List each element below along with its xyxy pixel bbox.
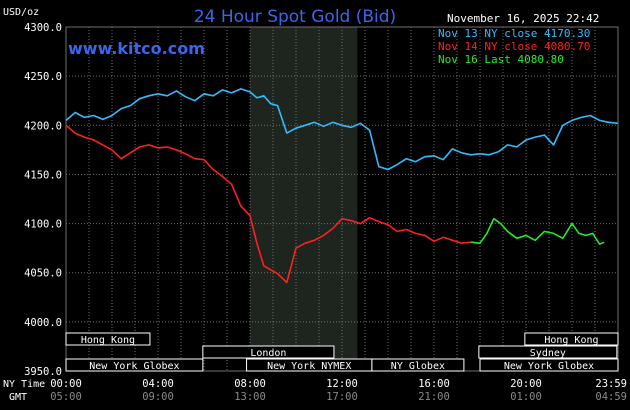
x-tick-label-gmt: 17:00 bbox=[326, 391, 358, 403]
x-tick-label-ny: 20:00 bbox=[510, 378, 542, 390]
x-tick-label-ny: 04:00 bbox=[142, 378, 174, 390]
x-tick-label-gmt: 05:00 bbox=[50, 391, 82, 403]
timestamp: November 16, 2025 22:42 bbox=[447, 12, 599, 25]
session-label: NY Globex bbox=[391, 361, 445, 372]
legend-entry-nov13: Nov 13 NY close 4170.30 bbox=[438, 27, 590, 40]
gmt-row-label: GMT bbox=[9, 392, 27, 403]
x-tick-label-gmt: 13:00 bbox=[234, 391, 266, 403]
shaded-session-region bbox=[250, 27, 357, 371]
y-tick-label: 4150.0 bbox=[24, 169, 62, 181]
session-label: New York Globex bbox=[504, 361, 594, 372]
x-tick-label-ny: 08:00 bbox=[234, 378, 266, 390]
ny-time-row-label: NY Time bbox=[3, 379, 45, 390]
session-label: Hong Kong bbox=[81, 335, 135, 346]
y-tick-label: 4100.0 bbox=[24, 219, 62, 231]
x-tick-label-gmt: 04:59 bbox=[595, 391, 627, 403]
legend-entry-nov16: Nov 16 Last 4080.80 bbox=[438, 53, 564, 66]
y-tick-label: 4200.0 bbox=[24, 120, 62, 132]
y-tick-label: 4250.0 bbox=[24, 71, 62, 83]
session-label: Sydney bbox=[530, 348, 566, 359]
watermark-url: www.kitco.com bbox=[68, 39, 205, 58]
session-label: London bbox=[250, 348, 286, 359]
session-label: New York NYMEX bbox=[267, 361, 351, 372]
x-tick-label-ny: 16:00 bbox=[418, 378, 450, 390]
y-axis-unit-label: USD/oz bbox=[3, 7, 39, 18]
y-tick-label: 4000.0 bbox=[24, 317, 62, 329]
x-tick-label-ny: 12:00 bbox=[326, 378, 358, 390]
y-tick-label: 4050.0 bbox=[24, 268, 62, 280]
chart-title: 24 Hour Spot Gold (Bid) bbox=[194, 7, 396, 27]
x-tick-label-ny: 23:59 bbox=[595, 378, 627, 390]
legend-entry-nov14: Nov 14 NY close 4080.70 bbox=[438, 40, 590, 53]
session-label: New York Globex bbox=[89, 361, 179, 372]
x-tick-label-gmt: 21:00 bbox=[418, 391, 450, 403]
session-label: Hong Kong bbox=[544, 335, 598, 346]
x-tick-label-gmt: 01:00 bbox=[510, 391, 542, 403]
x-tick-label-gmt: 09:00 bbox=[142, 391, 174, 403]
x-tick-label-ny: 00:00 bbox=[50, 378, 82, 390]
y-tick-label: 4300.0 bbox=[24, 22, 62, 34]
y-tick-label: 3950.0 bbox=[24, 366, 62, 378]
